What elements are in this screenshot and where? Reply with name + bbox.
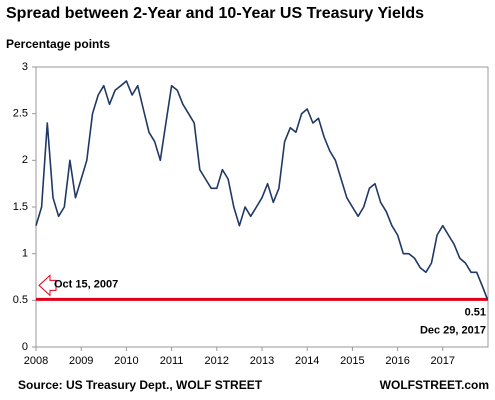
credit: WOLFSTREET.com (380, 378, 489, 392)
y-axis-label: Percentage points (6, 37, 110, 51)
y-tick-label: 0.5 (13, 294, 28, 306)
annotation: Oct 15, 2007 (54, 278, 118, 290)
x-tick-label: 2012 (205, 355, 229, 367)
y-tick-label: 1.5 (13, 201, 28, 213)
x-tick-label: 2014 (295, 355, 319, 367)
x-tick-label: 2010 (114, 355, 138, 367)
x-tick-label: 2013 (250, 355, 274, 367)
reference-label: 0.51 (465, 306, 486, 318)
x-tick-label: 2009 (69, 355, 93, 367)
annotation-arrow (38, 274, 57, 297)
y-tick-label: 2 (22, 154, 28, 166)
y-tick-label: 1 (22, 248, 28, 260)
x-tick-label: 2015 (340, 355, 364, 367)
chart-title: Spread between 2-Year and 10-Year US Tre… (6, 5, 424, 22)
y-tick-label: 3 (22, 61, 28, 73)
y-tick-label: 0 (22, 341, 28, 353)
source: Source: US Treasury Dept., WOLF STREET (18, 378, 263, 392)
annotation: Dec 29, 2017 (420, 324, 486, 336)
plot-frame (35, 66, 489, 348)
line (35, 80, 489, 300)
x-tick-label: 2016 (385, 355, 409, 367)
x-tick-label: 2017 (431, 355, 455, 367)
x-tick-label: 2008 (24, 355, 48, 367)
y-tick-label: 2.5 (13, 108, 28, 120)
x-tick-label: 2011 (160, 355, 184, 367)
